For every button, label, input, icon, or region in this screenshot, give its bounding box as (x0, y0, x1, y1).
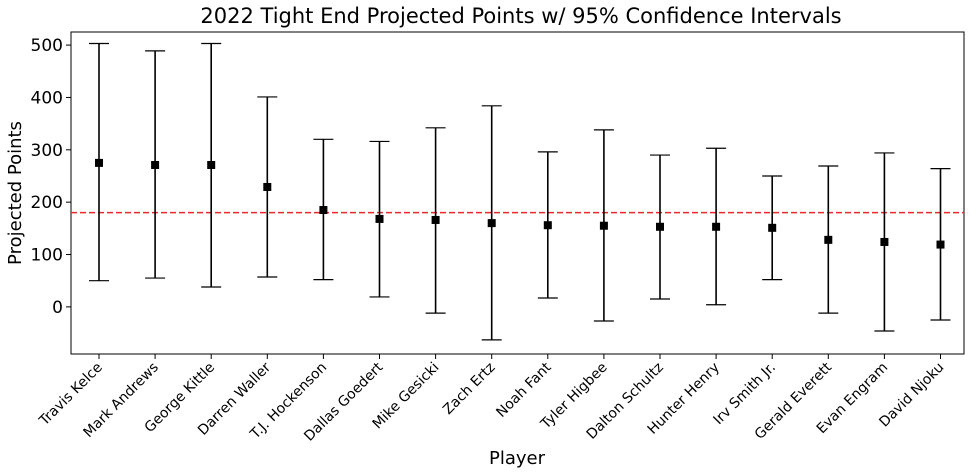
point-marker (656, 222, 664, 231)
point-marker (824, 235, 833, 244)
y-tick-label: 100 (31, 246, 63, 266)
chart-title: 2022 Tight End Projected Points w/ 95% C… (200, 4, 841, 28)
point-marker (599, 221, 608, 230)
point-marker (207, 160, 216, 169)
point-marker (936, 240, 945, 249)
y-tick-label: 400 (31, 88, 63, 108)
x-axis-label: Player (489, 448, 546, 469)
y-axis-label: Projected Points (5, 121, 26, 265)
y-tick-label: 300 (31, 141, 63, 161)
y-tick-label: 500 (31, 36, 63, 56)
error-bars (89, 42, 951, 341)
x-tick-label: Noah Fant (493, 359, 555, 421)
point-marker (375, 214, 384, 223)
point-marker (543, 221, 552, 230)
point-marker (263, 182, 272, 191)
point-marker (768, 223, 777, 232)
y-tick-label: 200 (31, 193, 63, 213)
x-tick-label: Zach Ertz (440, 360, 498, 418)
point-marker (151, 160, 160, 169)
y-axis: 0 100 200 300 400 500 (31, 36, 71, 318)
point-marker (880, 237, 889, 246)
point-marker (431, 215, 440, 224)
y-tick-label: 0 (52, 298, 63, 318)
plot-frame (70, 31, 965, 355)
point-marker (712, 222, 721, 231)
point-marker (487, 219, 496, 228)
point-marker (95, 158, 103, 167)
point-marker (319, 206, 328, 215)
